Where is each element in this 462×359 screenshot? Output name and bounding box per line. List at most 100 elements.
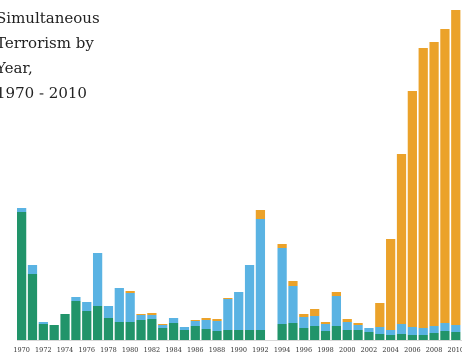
- bar-segment-2010-s1: [451, 325, 461, 332]
- bar-segment-1982-s0: [147, 319, 157, 340]
- x-tick-label: 1992: [252, 346, 269, 354]
- bar-segment-2010-s0: [451, 332, 461, 340]
- bar-segment-1987-s1: [201, 320, 211, 329]
- bar-segment-2007-s2: [418, 48, 428, 328]
- bar-segment-2010-s2: [451, 10, 461, 325]
- bar-segment-1983-s0: [158, 328, 168, 340]
- bar-segment-1978-s0: [103, 318, 114, 340]
- bar-segment-2003-s2: [375, 303, 385, 327]
- bar-segment-2000-s2: [342, 319, 352, 322]
- bar-segment-1997-s2: [310, 309, 320, 316]
- bar-segment-1973-s0: [49, 325, 59, 340]
- bar-segment-1982-s1: [147, 315, 157, 319]
- bar-segment-2000-s1: [342, 322, 352, 330]
- bar-segment-2008-s0: [429, 333, 439, 340]
- bar-segment-2001-s0: [353, 330, 363, 340]
- bar-segment-1977-s1: [92, 253, 103, 306]
- x-tick-label: 1990: [230, 346, 247, 354]
- bar-segment-1981-s0: [136, 320, 146, 340]
- bar-segment-1970-s0: [17, 212, 27, 340]
- bar-segment-1976-s1: [82, 302, 92, 311]
- bar-segment-1978-s1: [103, 306, 114, 318]
- chart-title-line: Terrorism by: [0, 34, 94, 52]
- bar-segment-1999-s1: [331, 296, 342, 326]
- bar-segment-1980-s1: [125, 293, 135, 322]
- bar-segment-1975-s0: [71, 301, 81, 340]
- chart-title-line: 1970 - 2010: [0, 84, 87, 102]
- bar-segment-1971-s1: [27, 265, 38, 274]
- bar-segment-1989-s2: [223, 298, 233, 299]
- bar-segment-1988-s0: [212, 331, 222, 340]
- bar-segment-1984-s0: [168, 323, 179, 340]
- bar-segment-1992-s2: [255, 210, 266, 219]
- bar-segment-1997-s0: [310, 326, 320, 340]
- bar-segment-1983-s1: [158, 325, 168, 328]
- bar-segment-1998-s1: [320, 324, 331, 331]
- bar-segment-1985-s1: [179, 327, 190, 330]
- x-tick-label: 1998: [317, 346, 334, 354]
- bar-segment-2006-s1: [407, 327, 417, 335]
- bar-segment-1979-s1: [114, 288, 124, 322]
- bar-segment-1991-s1: [244, 265, 255, 330]
- bar-segment-1986-s0: [190, 326, 200, 340]
- bar-segment-1980-s2: [125, 291, 135, 293]
- bar-segment-2002-s0: [364, 332, 374, 340]
- x-tick-label: 1996: [296, 346, 313, 354]
- bar-segment-1982-s2: [147, 313, 157, 315]
- bar-segment-1998-s2: [320, 322, 331, 324]
- bar-segment-2001-s2: [353, 323, 363, 325]
- x-tick-label: 1976: [78, 346, 95, 354]
- x-tick-label: 1970: [13, 346, 30, 354]
- bar-segment-1997-s1: [310, 316, 320, 326]
- x-tick-label: 1986: [187, 346, 204, 354]
- chart-title-line: Year,: [0, 59, 33, 77]
- bar-segment-1999-s0: [331, 326, 342, 340]
- bar-segment-1970-s1: [17, 208, 27, 212]
- bar-segment-2006-s0: [407, 335, 417, 340]
- bar-segment-1985-s0: [179, 330, 190, 340]
- x-tick-label: 2004: [382, 346, 399, 354]
- bar-segment-2009-s1: [440, 323, 450, 331]
- bar-segment-1983-s2: [158, 324, 168, 325]
- bar-segment-1984-s1: [168, 318, 179, 323]
- bar-segment-1995-s1: [288, 286, 298, 323]
- x-tick-label: 1988: [209, 346, 226, 354]
- bar-segment-1976-s0: [82, 311, 92, 340]
- bar-segment-1995-s2: [288, 281, 298, 286]
- bar-segment-1971-s0: [27, 274, 38, 340]
- bar-segment-2008-s2: [429, 42, 439, 326]
- bar-segment-2005-s2: [396, 154, 407, 324]
- bar-segment-1987-s0: [201, 329, 211, 340]
- bar-segment-2002-s1: [364, 328, 374, 332]
- x-tick-label: 1972: [35, 346, 52, 354]
- bar-segment-2007-s0: [418, 335, 428, 340]
- x-tick-label: 1978: [100, 346, 117, 354]
- x-tick-label: 2006: [404, 346, 421, 354]
- bar-segment-1994-s0: [277, 324, 287, 340]
- bar-segment-1975-s1: [71, 297, 81, 301]
- x-tick-label: 1984: [165, 346, 182, 354]
- bar-segment-1995-s0: [288, 323, 298, 340]
- bar-segment-1981-s1: [136, 315, 146, 320]
- bar-segment-2000-s0: [342, 330, 352, 340]
- bar-segment-1988-s1: [212, 321, 222, 331]
- bar-segment-1990-s1: [234, 292, 244, 330]
- bar-segment-2001-s1: [353, 325, 363, 330]
- bar-segment-2009-s0: [440, 331, 450, 340]
- bar-segment-1999-s2: [331, 292, 342, 296]
- bar-segment-2004-s2: [386, 239, 396, 330]
- bar-segment-1986-s2: [190, 320, 200, 321]
- x-tick-label: 2008: [426, 346, 443, 354]
- x-tick-label: 1974: [57, 346, 74, 354]
- bar-segment-1987-s2: [201, 318, 211, 320]
- bar-segment-2009-s2: [440, 29, 450, 323]
- bar-segment-1981-s2: [136, 314, 146, 315]
- bar-segment-1996-s1: [299, 317, 309, 328]
- x-tick-label: 1980: [122, 346, 139, 354]
- x-tick-label: 2002: [361, 346, 378, 354]
- bar-segment-1989-s0: [223, 330, 233, 340]
- bar-segment-2003-s1: [375, 327, 385, 334]
- bar-segment-2006-s2: [407, 91, 417, 327]
- chart-title-line: Simultaneous: [0, 9, 100, 27]
